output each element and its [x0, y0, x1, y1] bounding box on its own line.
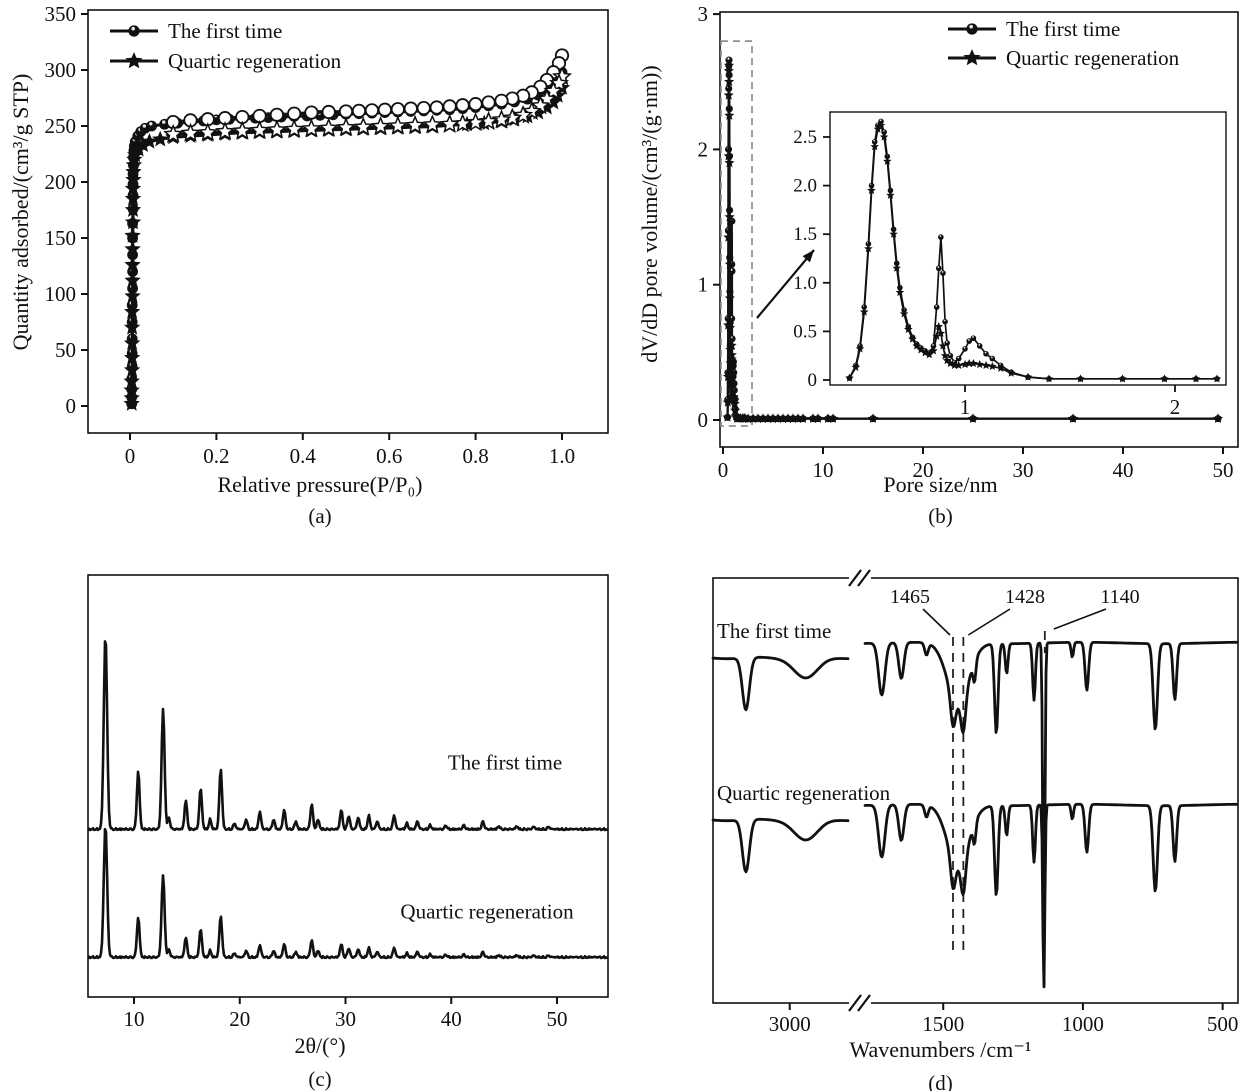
svg-text:0: 0 — [808, 370, 818, 391]
panel-b-y-axis-label: dV/dD pore volume/(cm³/(g·nm)) — [637, 65, 662, 363]
panel-b: 0 10 20 30 40 50 0 1 2 3 0 0.5 1.0 1.5 2.0 2.5 1 2 The fir… — [630, 0, 1251, 545]
panel-a-y-axis-label: Quantity adsorbed/(cm³/g STP) — [8, 73, 33, 351]
svg-text:30: 30 — [335, 1007, 356, 1031]
svg-text:40: 40 — [441, 1007, 462, 1031]
panel-c-chart: 10 20 30 40 50 — [87, 574, 609, 1031]
svg-text:1: 1 — [960, 395, 971, 419]
svg-text:0.2: 0.2 — [203, 444, 229, 468]
panel-b-x-axis-label: Pore size/nm — [883, 472, 998, 497]
panel-c-plot: 10 20 30 40 50 — [87, 574, 609, 1031]
svg-text:0: 0 — [718, 458, 729, 482]
svg-text:150: 150 — [45, 226, 77, 250]
svg-text:Quartic regeneration: Quartic regeneration — [168, 49, 342, 73]
svg-text:250: 250 — [45, 114, 77, 138]
panel-d: 3000 1500 1000 500 1465 1428 1140 The first ti… — [630, 545, 1251, 1091]
svg-text:10: 10 — [813, 458, 834, 482]
svg-text:500: 500 — [1207, 1012, 1239, 1036]
svg-text:20: 20 — [229, 1007, 250, 1031]
panel-d-caption: (d) — [928, 1071, 953, 1091]
panel-d-trace-label-first-time: The first time — [717, 619, 832, 643]
svg-text:1000: 1000 — [1062, 1012, 1104, 1036]
svg-text:0.4: 0.4 — [290, 444, 317, 468]
svg-text:0: 0 — [698, 408, 709, 432]
panel-d-trace-label-quartic: Quartic regeneration — [717, 781, 891, 805]
panel-a-plot: 0 0.2 0.4 0.6 0.8 1.0 0 50 100 150 200 250 300 350 The… — [45, 2, 609, 468]
svg-text:0: 0 — [125, 444, 136, 468]
panel-c-caption: (c) — [308, 1067, 332, 1091]
svg-text:50: 50 — [547, 1007, 568, 1031]
svg-text:300: 300 — [45, 58, 77, 82]
svg-text:0.5: 0.5 — [793, 321, 817, 342]
svg-text:0: 0 — [66, 394, 77, 418]
svg-text:350: 350 — [45, 2, 77, 26]
panel-b-caption: (b) — [928, 504, 953, 528]
svg-text:10: 10 — [124, 1007, 145, 1031]
svg-text:50: 50 — [1213, 458, 1234, 482]
panel-a: 0 0.2 0.4 0.6 0.8 1.0 0 50 100 150 200 250 300 350 The… — [0, 0, 640, 545]
svg-text:Quartic regeneration: Quartic regeneration — [1006, 46, 1180, 70]
svg-text:The first time: The first time — [1006, 17, 1120, 41]
svg-text:40: 40 — [1113, 458, 1134, 482]
svg-text:200: 200 — [45, 170, 77, 194]
svg-text:1428: 1428 — [1005, 586, 1045, 608]
panel-a-chart: 0 0.2 0.4 0.6 0.8 1.0 0 50 100 150 200 250 300 350 The… — [45, 2, 609, 468]
svg-text:2.0: 2.0 — [793, 176, 817, 197]
svg-text:3: 3 — [698, 2, 709, 26]
svg-text:20: 20 — [913, 458, 934, 482]
panel-d-plot: 3000 1500 1000 500 1465 1428 1140 — [711, 569, 1239, 1036]
svg-text:1.0: 1.0 — [549, 444, 575, 468]
panel-c: 10 20 30 40 50 The first time Quartic regene… — [0, 545, 640, 1091]
panel-a-caption: (a) — [308, 504, 332, 528]
svg-text:1465: 1465 — [890, 586, 930, 608]
svg-text:50: 50 — [55, 338, 76, 362]
svg-text:100: 100 — [45, 282, 77, 306]
panel-d-chart: 3000 1500 1000 500 1465 1428 1140 — [711, 569, 1239, 1036]
svg-text:2: 2 — [1170, 395, 1181, 419]
svg-text:2.5: 2.5 — [793, 127, 817, 148]
svg-text:1.5: 1.5 — [793, 224, 817, 245]
svg-text:1500: 1500 — [922, 1012, 964, 1036]
svg-text:3000: 3000 — [769, 1012, 811, 1036]
svg-text:0.8: 0.8 — [462, 444, 488, 468]
panel-c-trace-label-first-time: The first time — [447, 750, 563, 775]
svg-text:30: 30 — [1013, 458, 1034, 482]
svg-text:1140: 1140 — [1100, 586, 1139, 608]
svg-text:1.0: 1.0 — [793, 273, 817, 294]
panel-a-x-axis-label: Relative pressure(P/P₀) — [217, 472, 423, 497]
panel-d-x-axis-label: Wavenumbers /cm⁻¹ — [849, 1037, 1032, 1062]
svg-text:0.6: 0.6 — [376, 444, 402, 468]
panel-c-trace-label-quartic: Quartic regeneration — [400, 899, 574, 924]
panel-c-x-axis-label: 2θ/(°) — [294, 1033, 346, 1058]
svg-text:The first time: The first time — [168, 19, 282, 43]
svg-text:1: 1 — [698, 273, 709, 297]
svg-text:2: 2 — [698, 137, 709, 161]
